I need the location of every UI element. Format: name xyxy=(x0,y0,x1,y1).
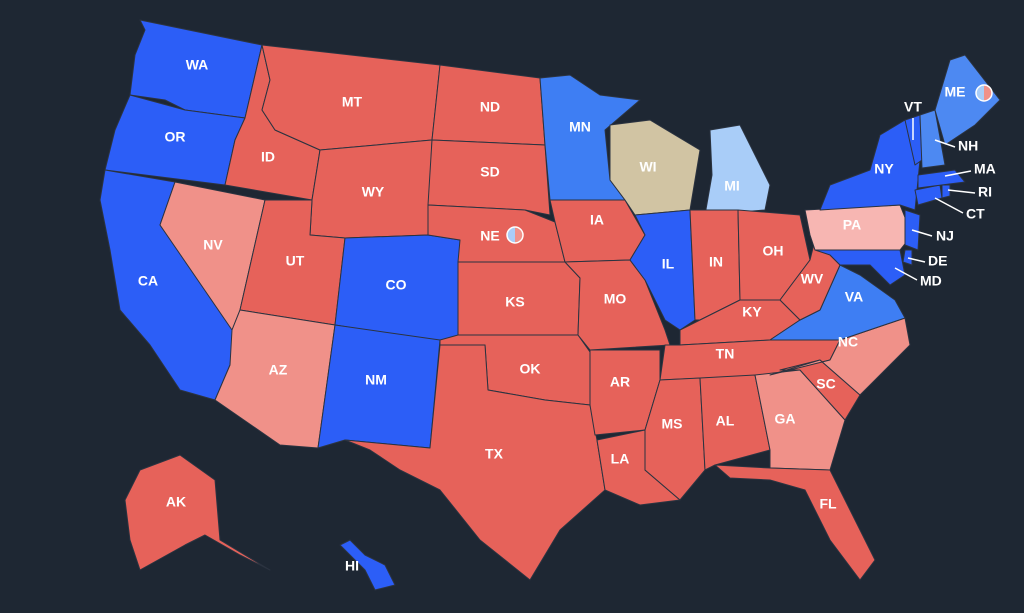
state-label: PA xyxy=(843,217,861,233)
state-label: ND xyxy=(480,99,500,115)
state-label: MN xyxy=(569,119,591,135)
state xyxy=(919,109,946,169)
state-label: MD xyxy=(920,273,942,289)
state-label: AL xyxy=(716,413,735,429)
state-label: MT xyxy=(342,94,363,110)
state-label: GA xyxy=(775,411,796,427)
split-marker xyxy=(984,85,992,101)
state-label: AK xyxy=(166,494,186,510)
state xyxy=(124,454,271,571)
state-label: SC xyxy=(816,376,835,392)
state-label: AR xyxy=(610,374,630,390)
label-pointer xyxy=(934,139,956,148)
state-label: IL xyxy=(662,256,675,272)
state-label: VT xyxy=(904,99,922,115)
state xyxy=(539,74,641,201)
state-label: WI xyxy=(639,159,656,175)
state-label: ID xyxy=(261,149,275,165)
state-label: TN xyxy=(716,346,735,362)
state-label: LA xyxy=(611,451,630,467)
state-label: IN xyxy=(709,254,723,270)
state-label: KS xyxy=(505,294,524,310)
state-label: CT xyxy=(966,206,985,222)
label-pointer xyxy=(934,197,964,214)
state-label: OH xyxy=(763,243,784,259)
state-label: NY xyxy=(874,161,894,177)
state-label: VA xyxy=(845,289,863,305)
state-label: CO xyxy=(386,277,407,293)
state-label: NE xyxy=(480,228,499,244)
state xyxy=(814,249,906,286)
state-label: UT xyxy=(286,253,305,269)
state-label: MA xyxy=(974,161,996,177)
state-label: OK xyxy=(520,361,541,377)
state-label: NM xyxy=(365,372,387,388)
state-label: DE xyxy=(928,253,947,269)
state-label: NV xyxy=(203,237,223,253)
state xyxy=(704,124,771,216)
state-label: NC xyxy=(838,334,858,350)
state-label: AZ xyxy=(269,362,288,378)
state-label: OR xyxy=(165,129,186,145)
state-label: MO xyxy=(604,291,627,307)
split-marker-ring xyxy=(506,226,524,244)
state-label: WY xyxy=(362,184,385,200)
label-pointer xyxy=(907,257,926,263)
split-marker xyxy=(515,227,523,243)
state xyxy=(934,54,1001,146)
split-marker-ring xyxy=(975,84,993,102)
state-label: CA xyxy=(138,273,158,289)
split-marker xyxy=(976,85,984,101)
label-pointer xyxy=(947,189,976,194)
state-label: HI xyxy=(345,558,359,574)
state xyxy=(769,317,911,396)
state-label: SD xyxy=(480,164,499,180)
state xyxy=(339,539,396,591)
label-pointer xyxy=(911,229,933,237)
label-pointer xyxy=(944,170,972,177)
state xyxy=(902,249,913,266)
state-label: WV xyxy=(801,271,824,287)
state-label: ME xyxy=(945,84,966,100)
state-label: IA xyxy=(590,212,604,228)
state-label: FL xyxy=(819,496,837,512)
state-label: WA xyxy=(186,57,209,73)
state-label: MI xyxy=(724,178,740,194)
state xyxy=(699,374,771,471)
state xyxy=(344,344,606,581)
state-label: TX xyxy=(485,446,504,462)
state xyxy=(714,464,876,581)
label-pointer xyxy=(894,267,918,281)
state-label: NH xyxy=(958,138,978,154)
state-label: NJ xyxy=(936,228,954,244)
split-marker xyxy=(507,227,515,243)
state-label: MS xyxy=(662,416,683,432)
state xyxy=(427,139,551,216)
state-label: RI xyxy=(978,184,992,200)
state-label: KY xyxy=(742,304,762,320)
state xyxy=(941,184,951,199)
